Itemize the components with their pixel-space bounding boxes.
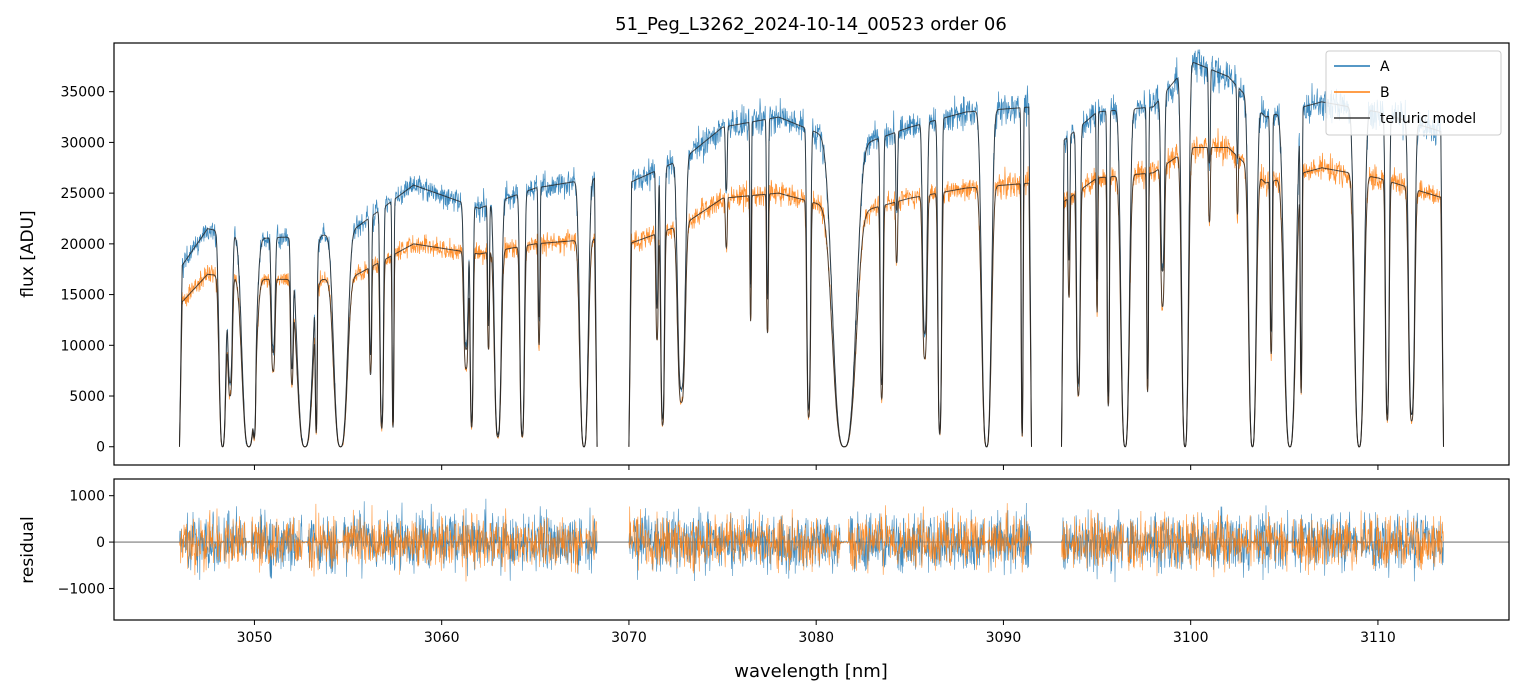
main-y-label: flux [ADU] xyxy=(18,210,38,297)
main-y-tick-label: 5000 xyxy=(69,389,105,405)
legend-label-b: B xyxy=(1380,85,1390,101)
telluric-model-b-line xyxy=(179,147,1444,448)
residual-y-tick-label: 0 xyxy=(96,535,105,551)
x-tick-label: 3110 xyxy=(1360,630,1396,646)
residual-axes: −1000 0 1000 3050 3060 3070 3080 3090 3100 3110 xyxy=(58,489,1396,646)
main-axes: 0 5000 10000 15000 20000 25000 30000 35000 xyxy=(60,85,1379,470)
residual-data-layer xyxy=(114,498,1509,583)
legend-box xyxy=(1325,50,1502,136)
main-plot-frame xyxy=(113,42,1510,466)
main-data-layer xyxy=(179,49,1444,448)
x-tick-label: 3050 xyxy=(237,630,273,646)
legend-label-a: A xyxy=(1380,59,1390,75)
chart-title: 51_Peg_L3262_2024-10-14_00523 order 06 xyxy=(615,14,1007,35)
x-tick-label: 3100 xyxy=(1173,630,1209,646)
residual-b-line xyxy=(179,503,1444,582)
x-tick-label: 3080 xyxy=(798,630,834,646)
x-tick-label: 3060 xyxy=(424,630,460,646)
main-y-tick-label: 20000 xyxy=(60,237,105,253)
main-y-tick-label: 35000 xyxy=(60,85,105,101)
residual-y-tick-label: 1000 xyxy=(69,489,105,505)
x-tick-label: 3090 xyxy=(986,630,1022,646)
residual-y-label: residual xyxy=(18,516,38,583)
main-y-tick-label: 15000 xyxy=(60,288,105,304)
residual-plot-area: −1000 0 1000 3050 3060 3070 3080 3090 3100 3110 xyxy=(58,478,1510,646)
main-y-tick-label: 30000 xyxy=(60,135,105,151)
residual-plot-frame xyxy=(113,478,1510,621)
main-y-tick-label: 10000 xyxy=(60,338,105,354)
x-tick-label: 3070 xyxy=(611,630,647,646)
main-plot-area: 0 5000 10000 15000 20000 25000 30000 35000 xyxy=(60,42,1510,470)
legend-label-model: telluric model xyxy=(1380,111,1476,127)
legend: A B telluric model xyxy=(1325,50,1502,136)
main-y-tick-label: 0 xyxy=(96,440,105,456)
residual-y-tick-label: −1000 xyxy=(58,581,105,597)
main-y-tick-label: 25000 xyxy=(60,186,105,202)
x-axis-label: wavelength [nm] xyxy=(734,661,888,682)
